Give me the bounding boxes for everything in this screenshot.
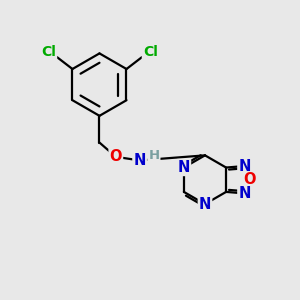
Text: Cl: Cl [41,45,56,59]
Text: N: N [238,158,251,173]
Text: N: N [134,153,146,168]
Text: O: O [110,149,122,164]
Text: H: H [148,148,159,162]
Text: N: N [238,186,251,201]
Text: N: N [199,196,211,211]
Text: N: N [178,160,190,175]
Text: O: O [243,172,256,187]
Text: Cl: Cl [143,45,158,59]
